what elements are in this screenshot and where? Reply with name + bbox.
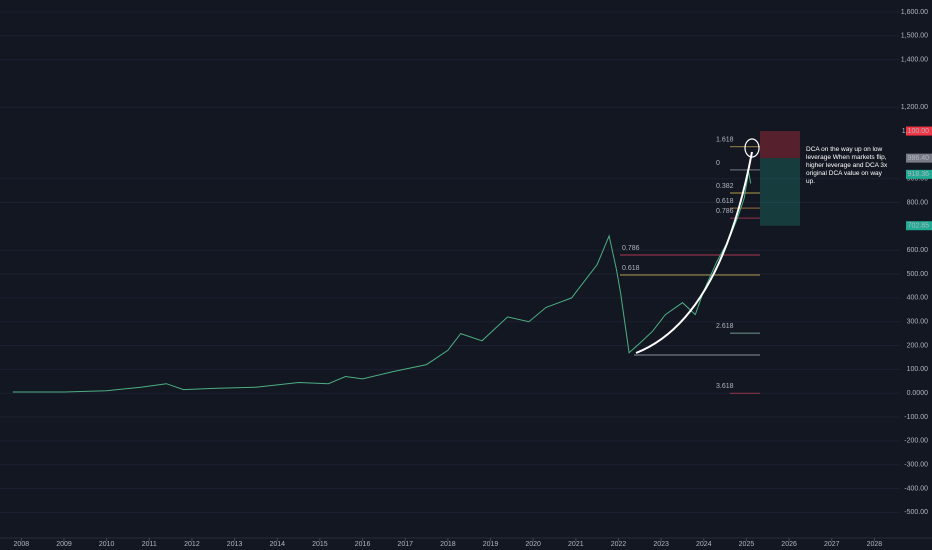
price-line bbox=[12, 171, 752, 393]
y-tick-label: -100.00 bbox=[904, 414, 928, 421]
x-tick-label: 2019 bbox=[483, 541, 499, 548]
y-tick-label: 0.0000 bbox=[907, 390, 929, 397]
price-tag bbox=[906, 126, 932, 136]
x-tick-label: 2008 bbox=[14, 541, 30, 548]
fib-label: 1.618 bbox=[716, 137, 734, 144]
parabolic-arc bbox=[635, 151, 753, 354]
fib-label: 2.618 bbox=[716, 323, 734, 330]
price-tag bbox=[906, 221, 932, 231]
x-tick-label: 2017 bbox=[397, 541, 413, 548]
fib-label: 0.786 bbox=[622, 245, 640, 252]
price-tag bbox=[906, 153, 932, 163]
x-tick-label: 2023 bbox=[653, 541, 669, 548]
y-tick-label: 1,400.00 bbox=[901, 56, 928, 63]
price-tag-label: 702.85 bbox=[908, 223, 930, 230]
x-tick-label: 2014 bbox=[269, 541, 285, 548]
x-tick-label: 2024 bbox=[696, 541, 712, 548]
y-tick-label: -300.00 bbox=[904, 462, 928, 469]
loss-zone bbox=[760, 131, 800, 159]
y-tick-label: -400.00 bbox=[904, 485, 928, 492]
y-tick-label: 300.00 bbox=[907, 319, 929, 326]
fib-label: 3.618 bbox=[716, 383, 734, 390]
price-tag-label: 1,100.00 bbox=[902, 128, 929, 135]
fib-label: 0.618 bbox=[716, 198, 734, 205]
y-tick-label: 600.00 bbox=[907, 247, 929, 254]
profit-zone bbox=[760, 158, 800, 226]
price-tag-label: 986.40 bbox=[908, 155, 930, 162]
y-tick-label: 1,200.00 bbox=[901, 104, 928, 111]
x-tick-label: 2021 bbox=[568, 541, 584, 548]
y-tick-label: 200.00 bbox=[907, 342, 929, 349]
fib-label: 0.786 bbox=[716, 208, 734, 215]
x-tick-label: 2010 bbox=[99, 541, 115, 548]
x-tick-label: 2013 bbox=[227, 541, 243, 548]
x-tick-label: 2015 bbox=[312, 541, 328, 548]
x-tick-label: 2020 bbox=[525, 541, 541, 548]
x-tick-label: 2022 bbox=[611, 541, 627, 548]
annotation: DCA on the way up on low leverage When m… bbox=[806, 146, 888, 185]
x-tick-label: 2025 bbox=[739, 541, 755, 548]
y-tick-label: 900.00 bbox=[907, 176, 929, 183]
x-tick-label: 2009 bbox=[56, 541, 72, 548]
x-tick-label: 2027 bbox=[824, 541, 840, 548]
y-tick-label: 800.00 bbox=[907, 199, 929, 206]
y-tick-label: 1,600.00 bbox=[901, 9, 928, 16]
x-tick-label: 2012 bbox=[184, 541, 200, 548]
y-tick-label: -200.00 bbox=[904, 438, 928, 445]
y-tick-label: -500.00 bbox=[904, 509, 928, 516]
price-tag-label: 918.36 bbox=[908, 171, 930, 178]
x-tick-label: 2018 bbox=[440, 541, 456, 548]
fib-label: 0.618 bbox=[622, 265, 640, 272]
fib-label: 0 bbox=[716, 160, 720, 167]
y-tick-label: 400.00 bbox=[907, 295, 929, 302]
x-tick-label: 2028 bbox=[867, 541, 883, 548]
fib-label: 0.382 bbox=[716, 183, 734, 190]
y-tick-label: 1,500.00 bbox=[901, 33, 928, 40]
y-tick-label: 100.00 bbox=[907, 366, 929, 373]
x-tick-label: 2016 bbox=[355, 541, 371, 548]
price-tag bbox=[906, 169, 932, 179]
y-tick-label: 500.00 bbox=[907, 271, 929, 278]
x-tick-label: 2011 bbox=[142, 541, 157, 548]
x-tick-label: 2026 bbox=[781, 541, 797, 548]
arc-marker bbox=[744, 138, 760, 158]
